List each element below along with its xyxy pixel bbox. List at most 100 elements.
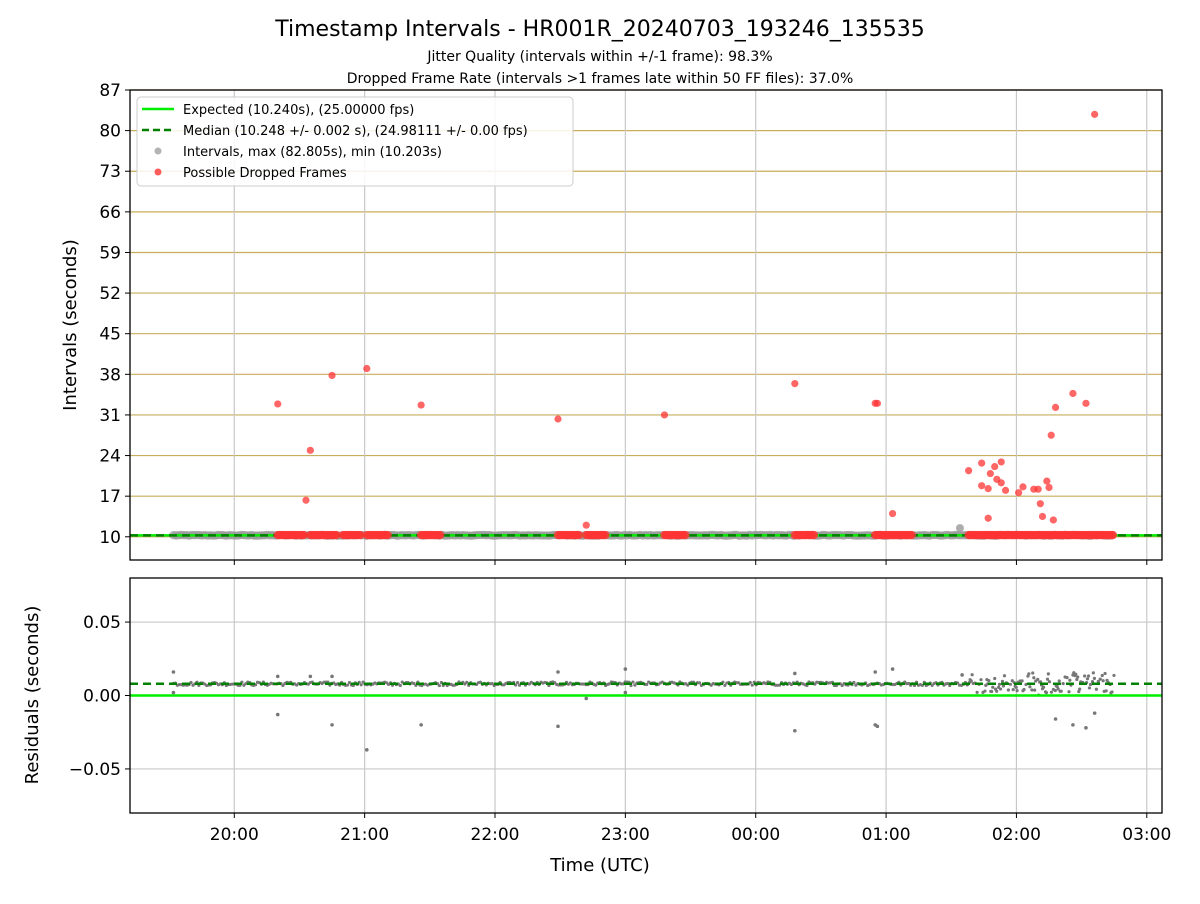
residual-point [1053,688,1057,693]
residual-point [723,683,727,687]
residuals-axes-frame [129,577,1163,814]
residual-point [1088,682,1093,687]
residual-point [1101,679,1105,683]
residual-point [793,671,797,676]
residual-point [1027,672,1031,676]
residual-point [1056,687,1060,691]
residual-point [1083,674,1087,678]
residual-point [365,748,369,752]
residual-point [1008,682,1012,686]
dropped-frame-point [986,469,994,478]
residual-point [361,680,365,684]
residual-point [633,683,637,687]
intervals-y-tick-label: 24 [99,447,121,467]
residual-point [437,683,441,688]
dropped-frame-point [436,530,445,540]
residual-point [398,683,402,688]
dropped-frame-point [873,399,881,407]
residual-point [1078,687,1082,691]
x-tick-label: 00:00 [731,825,780,845]
residual-point [308,674,313,679]
dropped-frame-point [1036,500,1044,508]
residual-point [890,667,895,671]
dropped-frame-point [681,530,690,540]
residual-point [1024,682,1028,687]
residual-point [189,680,193,685]
x-tick-label: 21:00 [340,825,389,845]
dropped-frame-point [554,415,562,423]
legend-expected-label: Expected (10.240s), (25.00000 fps) [183,103,414,118]
interval-point [955,524,964,533]
residual-point [1002,674,1007,678]
residual-point [412,681,416,686]
residual-point [1071,723,1075,727]
dropped-frame-point [1069,389,1077,398]
dropped-frame-point [1108,530,1118,540]
x-tick-label: 01:00 [862,825,911,845]
residual-point [960,673,964,677]
residual-point [970,673,974,677]
dropped-frame-point [417,401,425,409]
residual-point [1075,677,1079,682]
dropped-frame-point [1082,399,1090,407]
dropped-frame-point [274,400,282,408]
dropped-frame-point [1043,477,1051,485]
residual-point [993,676,997,681]
residuals-y-tick-label: −0.05 [69,760,121,780]
dropped-frame-point [991,462,999,471]
dropped-frame-point [328,371,336,380]
residual-point [686,683,690,687]
dropped-frame-point [791,380,799,388]
residual-point [995,689,999,693]
residual-point [1028,685,1032,689]
intervals-y-tick-label: 59 [99,243,121,263]
dropped-frame-point [1049,516,1057,524]
residual-point [645,682,649,687]
residual-point [1006,688,1010,692]
legend-intervals-label: Intervals, max (82.805s), min (10.203s) [183,145,442,160]
residual-point [171,690,176,695]
intervals-y-tick-label: 31 [99,406,121,426]
dropped-frame-point [1019,483,1027,491]
dropped-frame-point [997,458,1005,466]
residual-point [1001,684,1005,688]
residual-point [997,682,1002,686]
residual-point [1053,717,1058,721]
intervals-y-tick-label: 80 [99,122,121,142]
residual-point [1020,679,1024,683]
residual-point [1041,685,1046,689]
residual-point [1015,689,1019,693]
residual-point [1046,672,1050,676]
residual-point [1094,687,1098,691]
residual-point [1049,690,1054,694]
residual-point [465,680,469,684]
residual-point [697,681,702,685]
dropped-frame-point [1047,431,1055,439]
x-tick-label: 20:00 [210,825,259,845]
residual-point [490,681,494,686]
dropped-frame-point [582,521,590,529]
x-axis-label: Time (UTC) [549,855,650,876]
legend-dropped-label: Possible Dropped Frames [183,166,347,181]
chart-subtitle-dropped: Dropped Frame Rate (intervals >1 frames … [347,71,854,87]
residual-point [1084,726,1088,730]
dropped-frame-point [984,514,992,522]
residual-point [1086,674,1091,678]
intervals-y-tick-label: 66 [99,203,121,223]
dropped-frame-point [356,530,365,540]
chart-title: Timestamp Intervals - HR001R_20240703_19… [274,17,924,42]
residual-point [1014,685,1018,690]
residual-point [1092,676,1097,681]
residual-point [330,674,334,679]
residual-point [1022,687,1026,692]
residual-point [594,683,598,687]
dropped-frame-point [383,530,392,540]
intervals-y-tick-label: 17 [99,487,121,507]
dropped-frame-point [302,496,310,504]
dropped-frame-point [299,530,309,540]
dropped-frame-point [888,509,897,518]
residual-point [623,667,628,671]
x-tick-label: 22:00 [471,825,520,845]
residual-point [1031,671,1035,675]
